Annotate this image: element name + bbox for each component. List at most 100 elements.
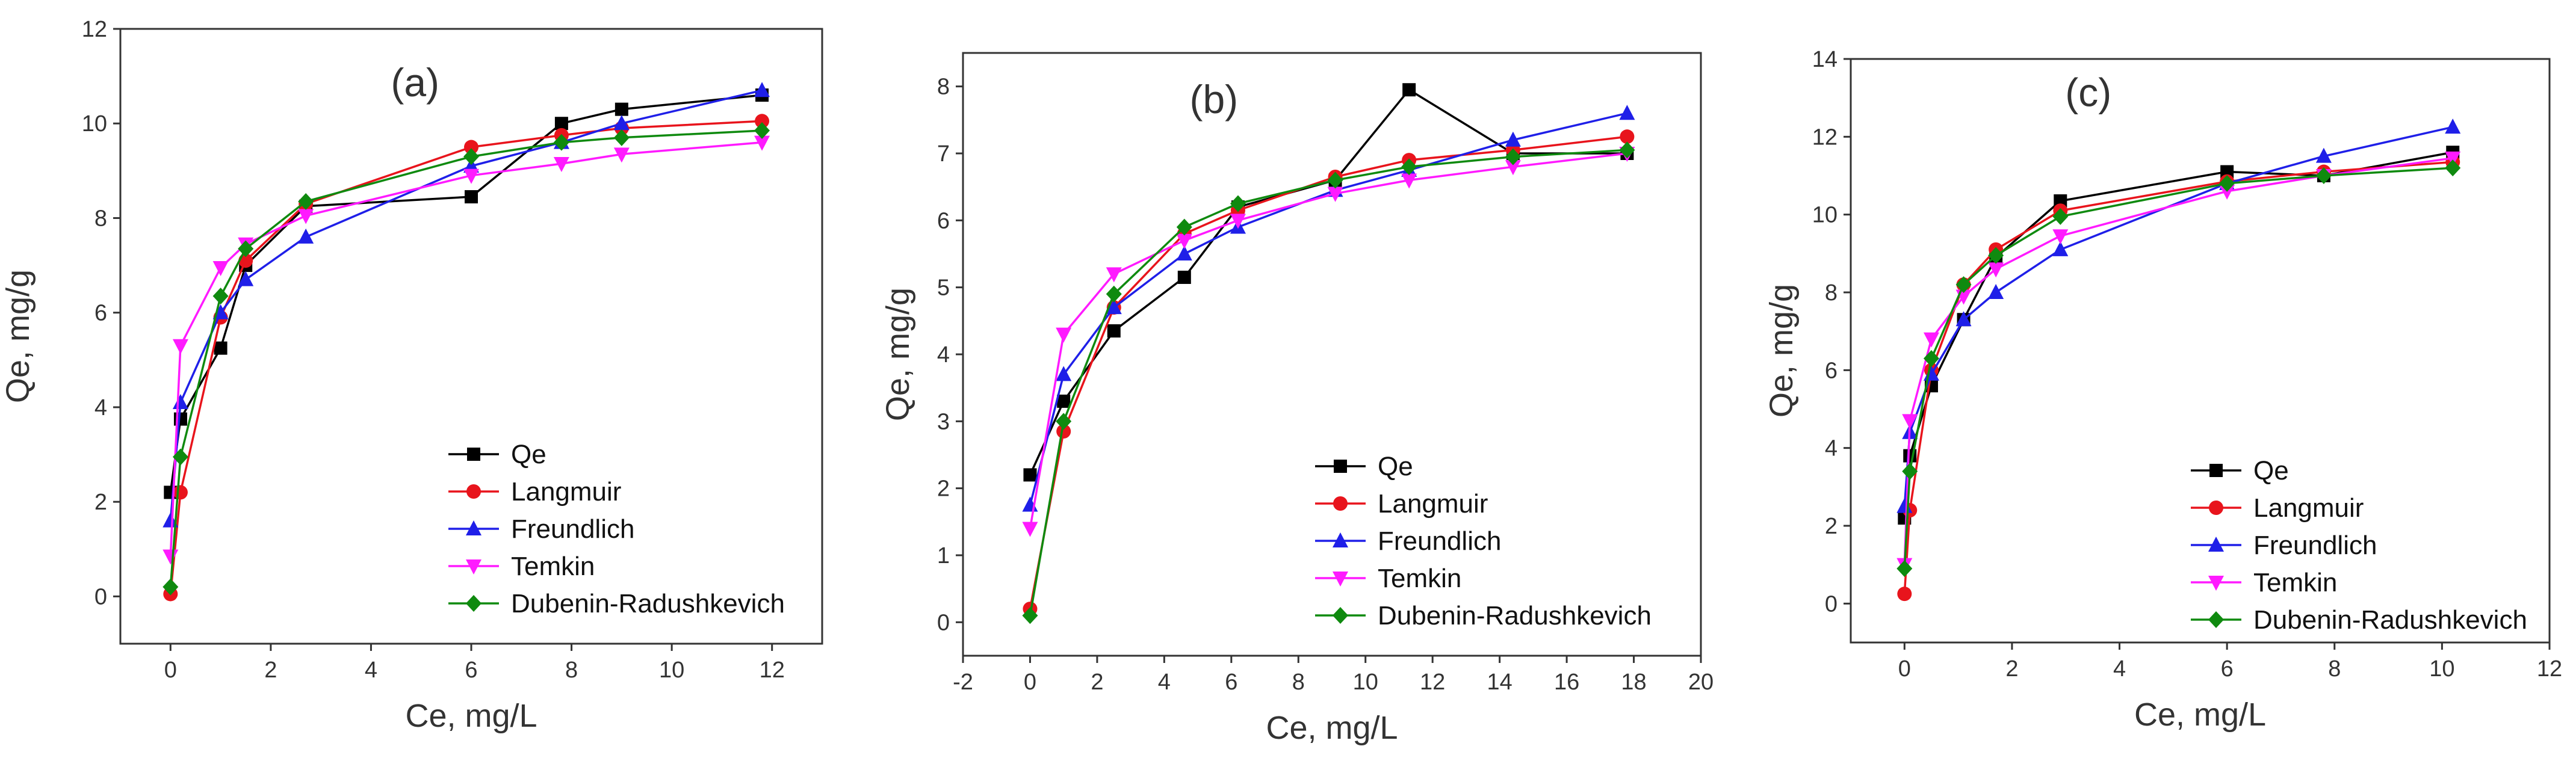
panel-c-temkin-point: [1902, 414, 1918, 430]
panel-c-series-temkin: [1896, 151, 2461, 573]
panel-c-freundlich-point: [1988, 284, 2004, 299]
panel-a-y-tick-label: 0: [94, 584, 107, 609]
panel-b-x-tick-label: 10: [1353, 670, 1378, 695]
panel-a-legend-label-freundlich: Freundlich: [511, 514, 634, 544]
panel-a-dubenin-radushkevich-point: [463, 148, 479, 165]
panel-b-legend-marker-qe: [1334, 460, 1347, 473]
panel-a-legend-marker-qe: [467, 448, 480, 461]
panel-c-legend-label-langmuir: Langmuir: [2253, 493, 2364, 523]
panel-b-temkin-point: [1176, 233, 1192, 249]
panel-b-langmuir-point: [1620, 129, 1635, 144]
panel-a-dubenin-radushkevich-point: [238, 240, 254, 257]
panel-a-x-tick-label: 6: [465, 658, 477, 683]
panel-a-temkin-point: [754, 135, 770, 151]
panel-a-legend-label-langmuir: Langmuir: [511, 477, 621, 507]
panel-b-temkin-point: [1505, 160, 1521, 176]
panel-b-qe-point: [1057, 394, 1071, 408]
panel-b-y-tick-label: 2: [937, 476, 950, 502]
panel-c-y-tick-label: 14: [1812, 47, 1838, 72]
panel-b-temkin-point: [1056, 327, 1072, 343]
panel-a-x-tick-label: 10: [659, 658, 684, 683]
panel-b-y-tick-label: 4: [937, 342, 950, 368]
panel-a-qe-point: [465, 190, 478, 204]
panel-c-temkin-point: [1988, 262, 2004, 278]
panel-b-x-tick-label: 2: [1091, 670, 1103, 695]
panel-a-freundlich-point: [613, 115, 630, 131]
panel-b-dubenin-radushkevich-point: [1056, 413, 1072, 430]
panel-c-legend-label-temkin: Temkin: [2253, 568, 2337, 597]
panel-a-freundlich-point: [172, 394, 188, 410]
panel-c-legend: Qe Langmuir Freundlich Temkin Dubenin-Radush…: [2191, 456, 2527, 635]
panel-a-langmuir-point: [755, 114, 770, 129]
panel-b-plot-frame: [962, 52, 1702, 657]
panel-a-legend-marker-temkin: [466, 559, 481, 575]
panel-b-legend-label-temkin: Temkin: [1378, 564, 1461, 593]
panel-c-legend-label-freundlich: Freundlich: [2253, 531, 2377, 560]
panel-b-y-tick-label: 5: [937, 276, 950, 301]
panel-c-freundlich-point: [1955, 311, 1972, 327]
panel-b-dubenin-radushkevich-point: [1230, 195, 1246, 212]
panel-c-qe-point: [2220, 165, 2234, 179]
panel-b-legend-label-qe: Qe: [1378, 452, 1413, 481]
panel-a-freundlich-point: [754, 82, 770, 97]
panel-a-x-tick-label: 12: [760, 658, 785, 683]
panel-b-temkin-point: [1022, 522, 1038, 537]
panel-a-langmuir-point: [173, 485, 188, 500]
panel-a-qe-point: [615, 102, 628, 116]
panel-a-freundlich-point: [298, 228, 314, 244]
panel-c-temkin-line: [1903, 157, 2453, 565]
panel-b-freundlich-point: [1106, 299, 1122, 315]
panel-c-dubenin-radushkevich-point: [1988, 247, 2004, 264]
panel-b-freundlich-point: [1505, 131, 1521, 147]
panel-c-dubenin-radushkevich-point: [2315, 167, 2332, 184]
panel-b-x-tick-label: 0: [1024, 670, 1036, 695]
panel-c-x-tick-label: 0: [1898, 656, 1911, 682]
panel-c-plot-frame: [1850, 58, 2551, 644]
panel-b-temkin-point: [1230, 214, 1246, 229]
panel-a-x-tick-label: 4: [365, 658, 377, 683]
panel-c-legend-marker-qe: [2209, 464, 2223, 477]
panel-c-freundlich-point: [2315, 147, 2332, 163]
panel-c-y-tick-label: 6: [1825, 358, 1838, 383]
panel-b-legend-label-freundlich: Freundlich: [1378, 526, 1501, 556]
panel-c-series-dubenin-radushkevich: [1896, 159, 2461, 578]
panel-a-x-axis-title: Ce, mg/L: [405, 698, 537, 734]
panel-b-x-tick-label: -2: [953, 670, 973, 695]
panel-c-freundlich-point: [2445, 119, 2461, 134]
panel-a-temkin-point: [172, 339, 188, 354]
panel-b-label: (b): [1190, 77, 1239, 122]
panel-c-x-tick-label: 4: [2113, 656, 2126, 682]
panel-c-legend-marker-langmuir: [2209, 501, 2223, 515]
panel-b-dubenin-radushkevich-point: [1327, 171, 1343, 189]
panel-a-dubenin-radushkevich-point: [754, 122, 770, 140]
panel-a-temkin-line: [169, 141, 763, 556]
panel-b-freundlich-point: [1619, 105, 1635, 120]
panel-b-dubenin-radushkevich-point: [1106, 285, 1122, 303]
panel-b-legend-marker-langmuir: [1333, 496, 1348, 511]
panel-b-series-qe: [1023, 83, 1634, 482]
panel-c-temkin-point: [2219, 184, 2235, 200]
panel-a-temkin-point: [212, 261, 229, 277]
panel-c-y-tick-label: 10: [1812, 203, 1838, 228]
panel-a-y-tick-label: 2: [94, 490, 107, 515]
panel-a-dubenin-radushkevich-point: [553, 134, 569, 151]
panel-a-label: (a): [391, 60, 439, 105]
panel-a-series-dubenin-radushkevich: [163, 122, 770, 596]
panel-a-y-tick-label: 6: [94, 301, 107, 326]
panel-c-qe-point: [2054, 194, 2067, 208]
panel-b-y-tick-label: 3: [937, 409, 950, 434]
panel-c-x-tick-label: 10: [2429, 656, 2454, 682]
panel-b-legend-label-dubenin-radushkevich: Dubenin-Radushkevich: [1378, 601, 1652, 630]
panel-a-dubenin-radushkevich-point: [163, 578, 179, 596]
panel-b-dubenin-radushkevich-point: [1022, 607, 1038, 624]
panel-a-dubenin-radushkevich-point: [298, 193, 314, 210]
panel-c-y-tick-label: 12: [1812, 125, 1838, 150]
panel-a-freundlich-point: [238, 271, 254, 286]
panel-a-legend-marker-dubenin-radushkevich: [466, 595, 481, 612]
panel-b-y-tick-label: 7: [937, 141, 950, 167]
panel-b-temkin-point: [1327, 186, 1343, 202]
panel-c-x-tick-label: 12: [2537, 656, 2562, 682]
panel-b-legend-label-langmuir: Langmuir: [1378, 489, 1488, 519]
panel-b-series-temkin: [1022, 147, 1635, 537]
panel-c-y-tick-label: 8: [1825, 280, 1838, 306]
